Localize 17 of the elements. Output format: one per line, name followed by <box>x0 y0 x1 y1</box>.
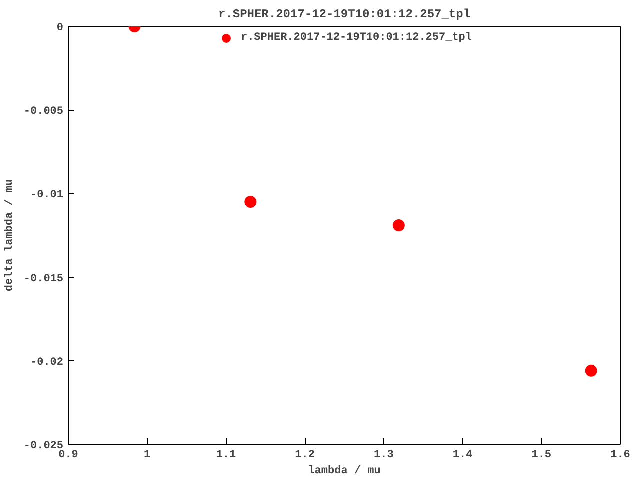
y-tick-label: -0.02 <box>30 356 64 369</box>
x-tick-label: 1.5 <box>532 450 552 462</box>
y-tick-label: -0.01 <box>30 190 64 202</box>
x-tick-label: 1.2 <box>295 450 315 462</box>
chart-title: r.SPHER.2017-12-19T10:01:12.257_tpl <box>218 8 471 22</box>
x-tick-label: 0.9 <box>58 450 78 462</box>
x-axis-title: lambda / mu <box>308 466 381 478</box>
x-tick-label: 1 <box>144 450 152 462</box>
y-tick-label: 0 <box>56 22 64 34</box>
x-tick-label: 1.3 <box>374 450 394 462</box>
x-tick-label: 1.6 <box>610 450 630 462</box>
y-axis-title: delta lambda / mu <box>4 179 16 292</box>
legend-label: r.SPHER.2017-12-19T10:01:12.257_tpl <box>240 32 472 44</box>
y-tick-label: -0.005 <box>24 106 64 118</box>
y-tick-label: -0.015 <box>24 273 64 286</box>
x-tick-label: 1.1 <box>216 450 237 462</box>
x-tick-label: 1.4 <box>452 450 474 462</box>
